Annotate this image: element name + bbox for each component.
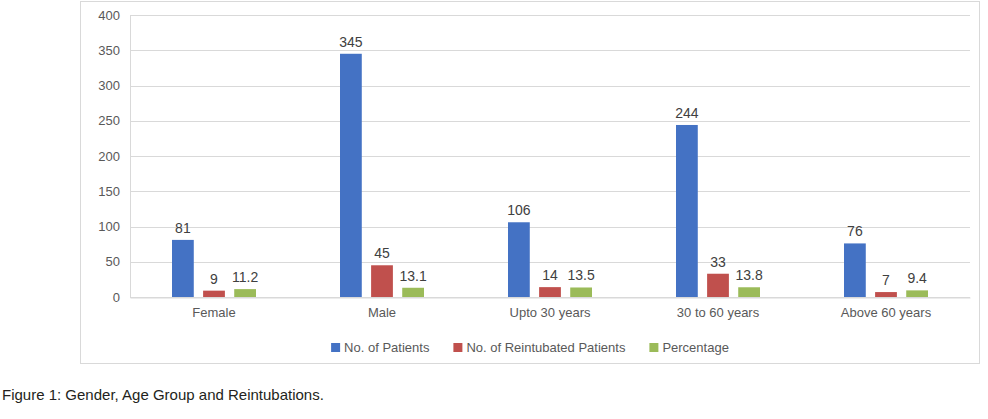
y-tick-label: 300 — [98, 78, 120, 93]
y-tick-label: 250 — [98, 113, 120, 128]
y-tick: 300 — [98, 78, 130, 93]
x-tick: Female — [192, 298, 235, 320]
grid-line — [130, 15, 970, 16]
data-label: 33 — [710, 254, 726, 270]
data-label: 13.5 — [567, 267, 594, 283]
data-label: 76 — [847, 223, 863, 239]
x-tick-label: 30 to 60 years — [677, 305, 760, 320]
x-tick: Above 60 years — [841, 298, 932, 320]
data-label: 7 — [882, 272, 890, 288]
bar — [906, 290, 928, 297]
y-tick-label: 200 — [98, 149, 120, 164]
legend-item: No. of Reintubated Patients — [453, 340, 625, 355]
legend: No. of Patients No. of Reintubated Patien… — [331, 340, 729, 355]
grid-line — [130, 50, 970, 51]
y-tick: 250 — [98, 113, 130, 128]
legend-item: No. of Patients — [331, 340, 430, 355]
bar — [844, 243, 866, 297]
y-tick-label: 0 — [113, 290, 120, 305]
bar — [508, 222, 530, 297]
bar — [402, 288, 424, 297]
grid — [130, 16, 970, 298]
bar — [234, 289, 256, 297]
grid-line — [130, 227, 970, 228]
data-label: 45 — [374, 245, 390, 261]
data-label: 13.8 — [735, 267, 762, 283]
data-label: 244 — [675, 105, 699, 121]
data-label: 13.1 — [399, 268, 426, 284]
y-axis: 0 50 100 150 200 250 300 350 400 — [98, 8, 130, 305]
legend-item: Percentage — [649, 340, 729, 355]
x-tick-label: Upto 30 years — [510, 305, 591, 320]
x-tick: Male — [368, 298, 396, 320]
data-label: 106 — [507, 202, 531, 218]
bar — [203, 291, 225, 297]
y-tick: 0 — [113, 290, 130, 305]
y-tick: 100 — [98, 219, 130, 234]
data-label: 11.2 — [232, 269, 258, 285]
data-labels: 81 345 106 244 76 9 45 14 33 7 11.2 13.1 13.5 13.8 9.4 — [175, 34, 927, 288]
grid-line — [130, 156, 970, 157]
legend-label: No. of Reintubated Patients — [466, 340, 625, 355]
bar — [676, 125, 698, 297]
x-axis-line — [131, 298, 971, 299]
legend-swatch — [331, 343, 340, 352]
y-tick-label: 50 — [106, 254, 120, 269]
y-axis-line — [130, 16, 131, 298]
chart-frame — [81, 2, 980, 364]
data-label: 345 — [339, 34, 363, 50]
x-axis: Female Male Upto 30 years 30 to 60 years Abo… — [131, 298, 971, 320]
data-label: 14 — [542, 267, 558, 283]
y-tick: 50 — [106, 254, 130, 269]
legend-swatch — [649, 343, 658, 352]
data-label: 81 — [175, 220, 191, 236]
bar — [340, 54, 362, 297]
legend-label: Percentage — [662, 340, 729, 355]
y-tick-label: 150 — [98, 184, 120, 199]
y-tick: 150 — [98, 184, 130, 199]
y-tick-label: 400 — [98, 8, 120, 23]
title: Figure 1: Gender, Age Group and Reintuba… — [2, 386, 324, 403]
bar — [570, 287, 592, 297]
bar — [738, 287, 760, 297]
x-tick-label: Male — [368, 305, 396, 320]
y-tick: 400 — [98, 8, 130, 23]
legend-swatch — [453, 343, 462, 352]
bar — [172, 240, 194, 297]
y-tick-label: 350 — [98, 43, 120, 58]
y-tick: 200 — [98, 149, 130, 164]
x-tick: Upto 30 years — [510, 298, 591, 320]
data-label: 9 — [210, 271, 218, 287]
x-tick-label: Female — [192, 305, 235, 320]
grid-line — [130, 86, 970, 87]
bar — [875, 292, 897, 297]
bar — [707, 274, 729, 297]
grid-line — [130, 297, 970, 298]
bar — [539, 287, 561, 297]
grid-line — [130, 191, 970, 192]
data-label: 9.4 — [907, 270, 927, 286]
x-tick-label: Above 60 years — [841, 305, 932, 320]
bar — [371, 265, 393, 297]
grid-line — [130, 121, 970, 122]
x-tick: 30 to 60 years — [677, 298, 760, 320]
y-tick-label: 100 — [98, 219, 120, 234]
y-tick: 350 — [98, 43, 130, 58]
bars — [172, 54, 928, 297]
legend-label: No. of Patients — [344, 340, 430, 355]
